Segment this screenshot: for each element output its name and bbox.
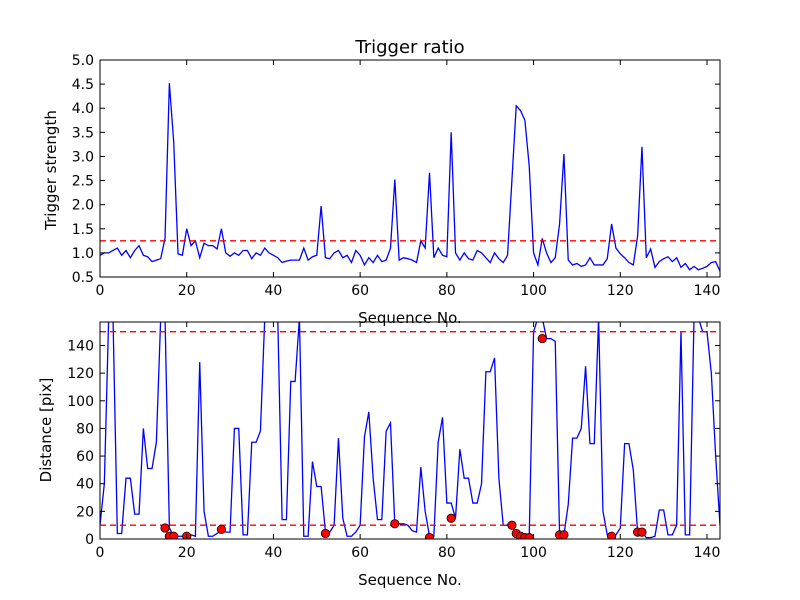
y-tick-label: 120 <box>67 366 94 382</box>
point-marker <box>424 533 435 539</box>
point-marker <box>169 531 179 539</box>
point-marker <box>160 523 170 533</box>
bottom-chart-plot: 0 20 40 60 80 100 120 140 0 20 40 60 80 100 120 140 <box>67 321 721 561</box>
point-marker <box>637 527 647 537</box>
y-tick-label: 2.0 <box>72 198 94 214</box>
x-tick-label: 100 <box>520 283 547 299</box>
y-tick-label: 40 <box>76 477 94 493</box>
point-marker <box>320 528 331 539</box>
y-tick-label: 60 <box>76 449 94 465</box>
point-marker <box>524 533 534 539</box>
x-tick-label: 0 <box>96 283 105 299</box>
y-tick-label: 100 <box>67 394 94 410</box>
x-tick-label: 60 <box>351 283 369 299</box>
top-chart-plot: 0 20 40 60 80 100 120 140 0.5 1.0 1.5 2.0 2.5 3.0 3.5 4… <box>72 53 721 299</box>
point-marker <box>216 524 226 534</box>
point-marker <box>607 531 617 539</box>
y-tick-label: 2.5 <box>72 174 94 190</box>
x-tick-label: 100 <box>520 545 547 561</box>
x-tick-label: 40 <box>265 545 283 561</box>
x-tick-label: 140 <box>694 283 721 299</box>
series-line <box>100 322 720 539</box>
x-tick-label: 140 <box>694 545 721 561</box>
point-marker <box>446 513 456 523</box>
y-tick-label: 4.0 <box>72 101 94 117</box>
bottom-y-axis-label: Distance [pix] <box>37 378 55 483</box>
y-tick-label: 20 <box>76 504 94 520</box>
x-tick-label: 80 <box>438 283 456 299</box>
x-tick-label: 20 <box>178 545 196 561</box>
series-line <box>100 83 720 272</box>
y-tick-label: 140 <box>67 338 94 354</box>
x-tick-label: 120 <box>607 283 634 299</box>
top-chart-title: Trigger ratio <box>354 37 464 58</box>
point-marker <box>537 333 547 344</box>
point-marker <box>507 520 517 530</box>
x-tick-label: 60 <box>351 545 369 561</box>
top-x-axis-label: Sequence No. <box>358 309 462 327</box>
x-tick-label: 40 <box>265 283 283 299</box>
y-tick-label: 0 <box>85 532 94 548</box>
x-tick-label: 0 <box>96 545 105 561</box>
y-tick-label: 1.5 <box>72 222 94 238</box>
y-tick-label: 4.5 <box>72 77 94 93</box>
top-y-axis-label: Trigger strength <box>42 110 60 231</box>
y-tick-label: 5.0 <box>72 53 94 69</box>
bottom-x-axis-label: Sequence No. <box>358 571 462 589</box>
x-tick-label: 80 <box>438 545 456 561</box>
x-tick-label: 120 <box>607 545 634 561</box>
plot-frame <box>99 321 721 540</box>
y-tick-label: 1.0 <box>72 246 94 262</box>
y-tick-label: 80 <box>76 421 94 437</box>
y-tick-label: 3.0 <box>72 149 94 165</box>
plot-frame <box>99 59 721 278</box>
point-marker <box>390 519 400 529</box>
y-tick-label: 3.5 <box>72 125 94 141</box>
y-tick-label: 0.5 <box>72 270 94 286</box>
point-marker <box>559 530 569 539</box>
x-tick-label: 20 <box>178 283 196 299</box>
